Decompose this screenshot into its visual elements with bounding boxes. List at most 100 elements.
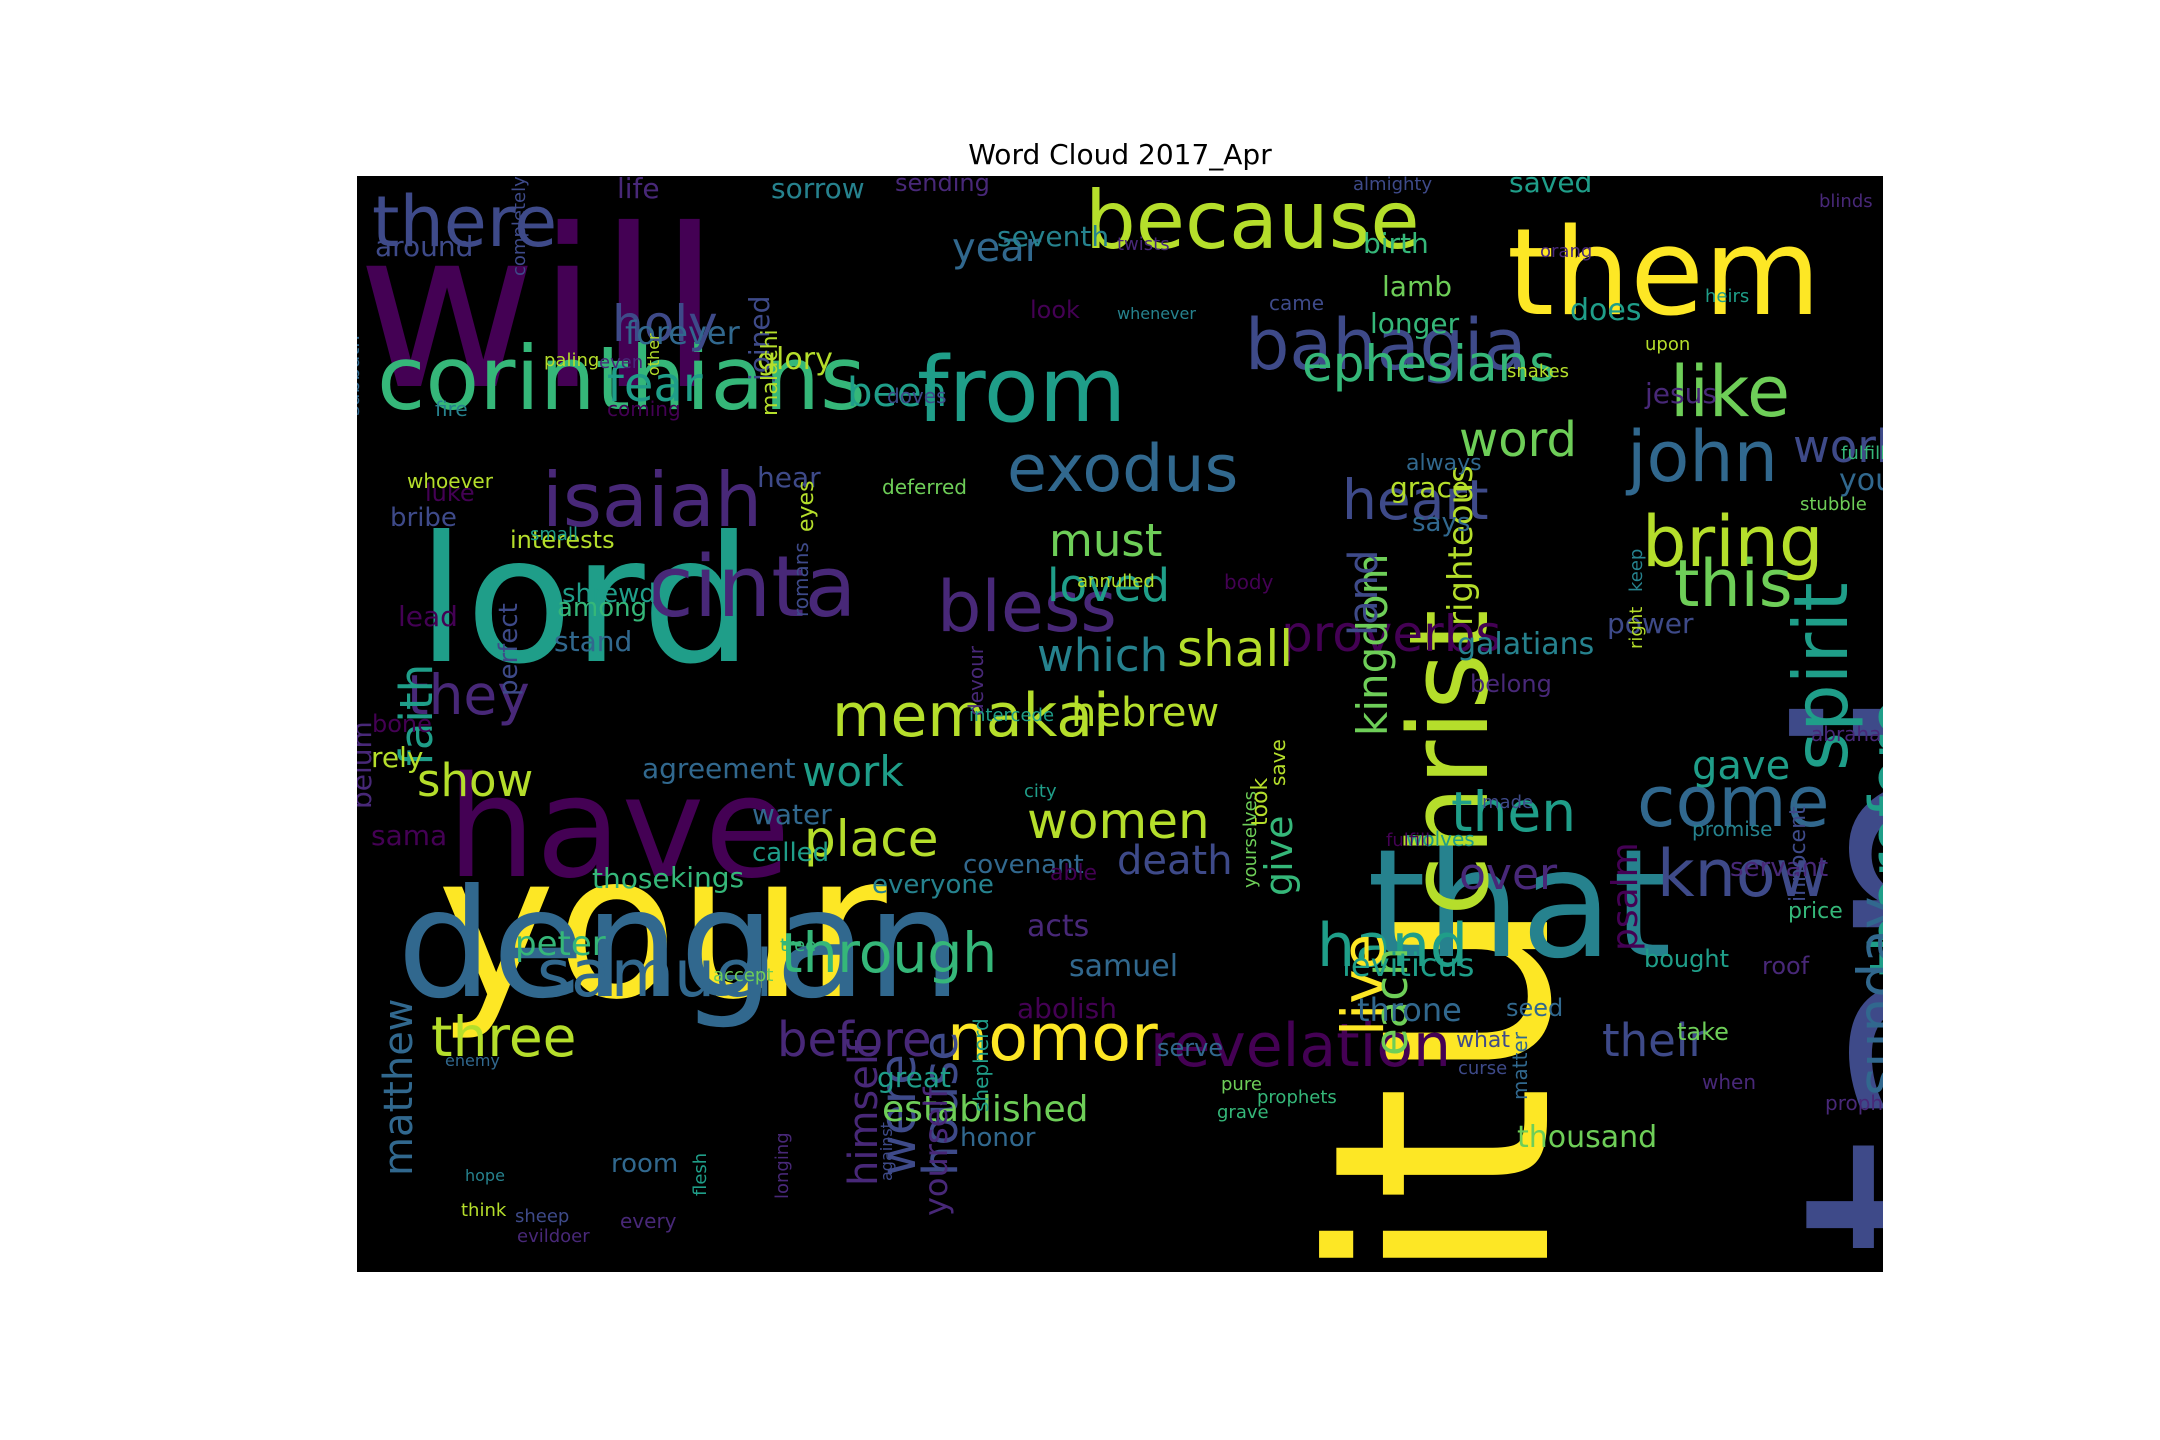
cloud-word: every <box>620 1209 677 1233</box>
cloud-word: psalm <box>1605 842 1646 951</box>
cloud-word: because <box>1085 176 1420 267</box>
cloud-word: body <box>1224 570 1274 594</box>
cloud-word: which <box>1037 629 1168 682</box>
cloud-word: hope <box>465 1166 505 1185</box>
cloud-word: yourself <box>917 1087 955 1216</box>
cloud-word: bahagia <box>1245 304 1526 386</box>
cloud-word: lord <box>417 500 753 703</box>
cloud-word: whoever <box>407 469 494 493</box>
cloud-word: kingdom <box>1348 553 1397 736</box>
cloud-word: through <box>781 921 997 985</box>
cloud-word: intercede <box>969 705 1054 726</box>
cloud-word: each <box>1365 947 1418 1056</box>
cloud-word: place <box>804 810 939 868</box>
cloud-word: prophets <box>1257 1087 1337 1108</box>
cloud-word: yourselves <box>1240 791 1261 888</box>
cloud-word: right <box>1626 607 1647 649</box>
cloud-word: even <box>599 352 643 373</box>
cloud-word: gave <box>1692 743 1790 789</box>
cloud-word: throne <box>1357 991 1462 1029</box>
cloud-word: other <box>644 333 663 376</box>
cloud-word: sunday <box>1846 896 1883 1096</box>
cloud-word: interests <box>510 526 615 554</box>
cloud-word: among <box>557 593 647 623</box>
cloud-word: doves <box>887 384 947 408</box>
cloud-word: took <box>1248 777 1273 826</box>
cloud-word: grave <box>1217 1102 1269 1123</box>
cloud-word: live <box>1329 934 1397 1036</box>
cloud-word: hebrew <box>1071 690 1219 736</box>
cloud-word: take <box>1677 1018 1729 1046</box>
cloud-word: evildoer <box>517 1226 590 1247</box>
cloud-word: hear <box>757 461 821 494</box>
cloud-word: righteous <box>1441 465 1481 626</box>
cloud-word: word <box>1459 412 1577 468</box>
cloud-word: house <box>913 1031 969 1176</box>
cloud-word: when <box>1702 1070 1756 1094</box>
cloud-word: therefore <box>1857 699 1883 976</box>
cloud-word: enemy <box>445 1051 500 1070</box>
cloud-word: peter <box>515 924 606 964</box>
cloud-word: seventh <box>997 220 1109 253</box>
cloud-word: established <box>882 1089 1089 1130</box>
cloud-word: isaiah <box>542 456 762 544</box>
cloud-word: price <box>1788 899 1843 924</box>
cloud-word: called <box>752 838 829 868</box>
cloud-word: fear <box>607 357 703 413</box>
cloud-word: fulfill <box>1386 830 1430 851</box>
cloud-word: then <box>1451 780 1576 844</box>
cloud-word: them <box>1507 204 1821 343</box>
cloud-word: know <box>1657 837 1829 912</box>
cloud-word: belong <box>1470 670 1552 698</box>
cloud-word: against <box>877 1122 896 1181</box>
cloud-word: shall <box>1177 620 1293 678</box>
cloud-word: leviticus <box>1342 946 1474 984</box>
cloud-word: loved <box>1047 559 1170 612</box>
cloud-word: bought <box>1644 945 1729 973</box>
cloud-word: romans <box>789 542 813 617</box>
cloud-word: world <box>1793 420 1883 473</box>
cloud-word: shrewd <box>562 579 656 609</box>
cloud-word: grace <box>1390 471 1469 504</box>
cloud-word: fulfilled <box>1841 443 1883 464</box>
cloud-word: thousand <box>1517 1120 1657 1155</box>
cloud-word: servant <box>1730 853 1828 883</box>
cloud-word: what <box>1456 1028 1510 1053</box>
cloud-word: came <box>1269 291 1324 315</box>
cloud-word: christ <box>1385 610 1513 916</box>
cloud-word: they <box>407 663 530 727</box>
cloud-word: cinta <box>647 538 857 637</box>
cloud-word: luke <box>425 479 475 507</box>
cloud-word: come <box>1637 761 1830 843</box>
cloud-word: revelation <box>1150 1011 1451 1081</box>
cloud-word: save <box>1266 739 1290 786</box>
cloud-word: sorrow <box>771 176 865 205</box>
word-cloud: itu tapi will your lord dengan them that have cor… <box>357 176 1883 1272</box>
cloud-word: keep <box>1626 549 1647 592</box>
cloud-word: says <box>1412 508 1470 538</box>
cloud-word: belum <box>357 721 378 809</box>
cloud-word: flesh <box>690 1153 711 1196</box>
cloud-word: year <box>952 225 1042 271</box>
cloud-word: samuel <box>1069 949 1178 984</box>
cloud-word: devour <box>964 645 988 716</box>
cloud-word: great <box>877 1061 951 1094</box>
cloud-word: pure <box>1221 1074 1262 1095</box>
cloud-word: forever <box>625 314 741 352</box>
cloud-word: john <box>1625 416 1778 498</box>
cloud-word: faith <box>390 664 443 766</box>
cloud-word: power <box>1607 607 1694 640</box>
cloud-word: land <box>1341 550 1387 636</box>
cloud-word: longer <box>1370 307 1460 340</box>
cloud-word: from <box>917 338 1126 443</box>
cloud-word: corinthians <box>377 327 866 430</box>
cloud-word: heart <box>1342 468 1489 532</box>
cloud-word: were <box>869 1054 927 1176</box>
cloud-word: tapi <box>1739 681 1883 1256</box>
cloud-word: lamb <box>1382 270 1452 303</box>
cloud-word: matter <box>1508 1031 1532 1100</box>
cloud-word: this <box>1674 547 1793 622</box>
cloud-word: there <box>372 181 557 263</box>
cloud-word: joined <box>743 296 776 382</box>
